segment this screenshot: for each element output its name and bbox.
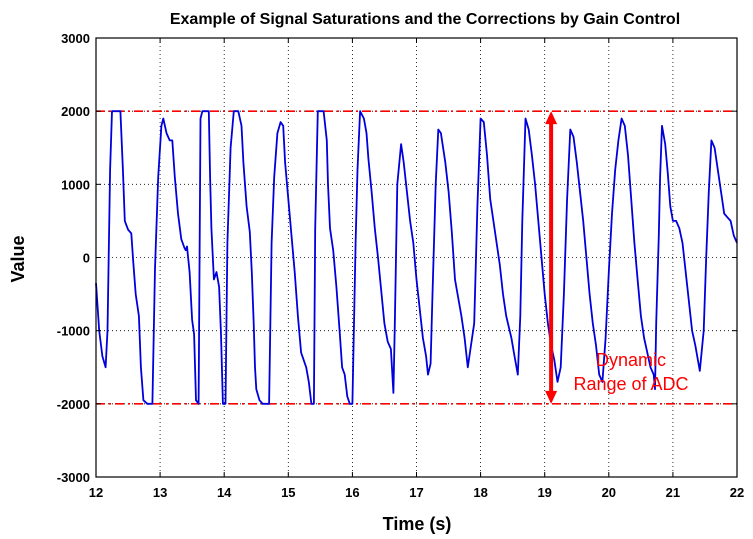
y-tick-label: 0 xyxy=(83,251,90,266)
x-ticks: 12 13 14 15 16 17 18 19 20 21 22 xyxy=(89,38,744,500)
arrow-head-up xyxy=(545,111,558,125)
x-tick-label: 16 xyxy=(345,485,359,500)
arrow-head-down xyxy=(545,390,558,404)
series-layer xyxy=(95,110,738,405)
saturation-lines xyxy=(96,110,737,405)
y-tick-label: 3000 xyxy=(61,31,90,46)
x-tick-label: 14 xyxy=(217,485,232,500)
chart-title: Example of Signal Saturations and the Co… xyxy=(170,11,680,28)
x-tick-label: 13 xyxy=(153,485,167,500)
x-tick-label: 21 xyxy=(666,485,680,500)
y-axis-label: Value xyxy=(8,235,28,282)
annotation-line-2: Range of ADC xyxy=(573,374,688,394)
grid xyxy=(96,38,737,477)
signal-series-line xyxy=(95,110,738,405)
x-tick-label: 15 xyxy=(281,485,295,500)
annotation-line-1: Dynamic xyxy=(596,350,666,370)
x-tick-label: 18 xyxy=(473,485,487,500)
y-tick-label: 2000 xyxy=(61,104,90,119)
dynamic-range-arrow xyxy=(545,111,558,404)
x-tick-label: 12 xyxy=(89,485,103,500)
y-tick-label: -1000 xyxy=(57,324,90,339)
x-tick-label: 19 xyxy=(537,485,551,500)
x-tick-label: 22 xyxy=(730,485,744,500)
y-ticks: 3000 2000 1000 0 -1000 -2000 -3000 xyxy=(57,31,737,485)
y-tick-label: 1000 xyxy=(61,177,90,192)
y-tick-label: -3000 xyxy=(57,470,90,485)
x-axis-label: Time (s) xyxy=(383,514,452,534)
x-tick-label: 17 xyxy=(409,485,423,500)
x-tick-label: 20 xyxy=(602,485,616,500)
y-tick-label: -2000 xyxy=(57,397,90,412)
